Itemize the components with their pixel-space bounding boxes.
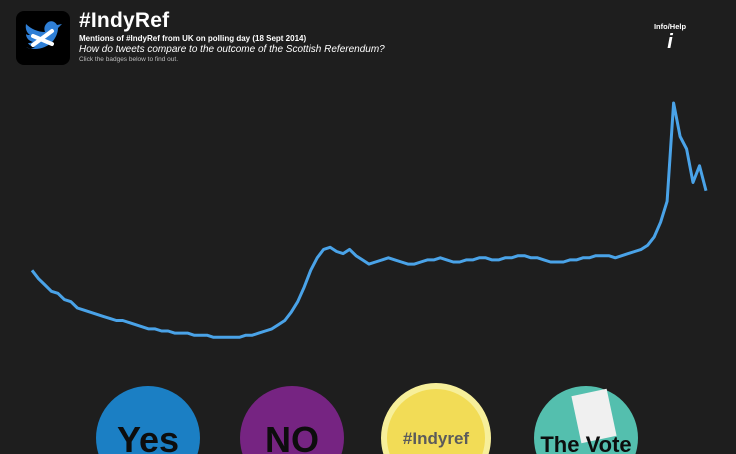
- info-icon: i: [667, 31, 673, 53]
- info-help-label: Info/Help: [653, 22, 687, 31]
- series-line: [30, 101, 708, 339]
- badge-circle: [381, 383, 491, 454]
- info-help-button[interactable]: Info/Help i: [648, 22, 692, 52]
- twitter-bird-saltire-icon: [25, 21, 63, 49]
- ballot-paper-icon: [571, 388, 617, 444]
- page-subtitle: Mentions of #IndyRef from UK on polling …: [79, 34, 307, 43]
- yes-badge[interactable]: Yes: [96, 386, 200, 454]
- page-title: #IndyRef: [79, 9, 170, 32]
- app-logo: [16, 11, 70, 65]
- hint-text: Click the badges below to find out.: [79, 56, 179, 63]
- badge-label: NO: [265, 419, 319, 454]
- the-vote-badge[interactable]: The Vote: [534, 386, 638, 454]
- badge-label: The Vote: [540, 432, 631, 454]
- no-badge[interactable]: NO: [240, 386, 344, 454]
- badge-circle: [240, 386, 344, 454]
- badge-label: Yes: [117, 419, 179, 454]
- indyref-badge[interactable]: #Indyref: [381, 383, 491, 454]
- question-text: How do tweets compare to the outcome of …: [79, 44, 385, 55]
- badge-label: #Indyref: [403, 429, 469, 448]
- badge-circle: [96, 386, 200, 454]
